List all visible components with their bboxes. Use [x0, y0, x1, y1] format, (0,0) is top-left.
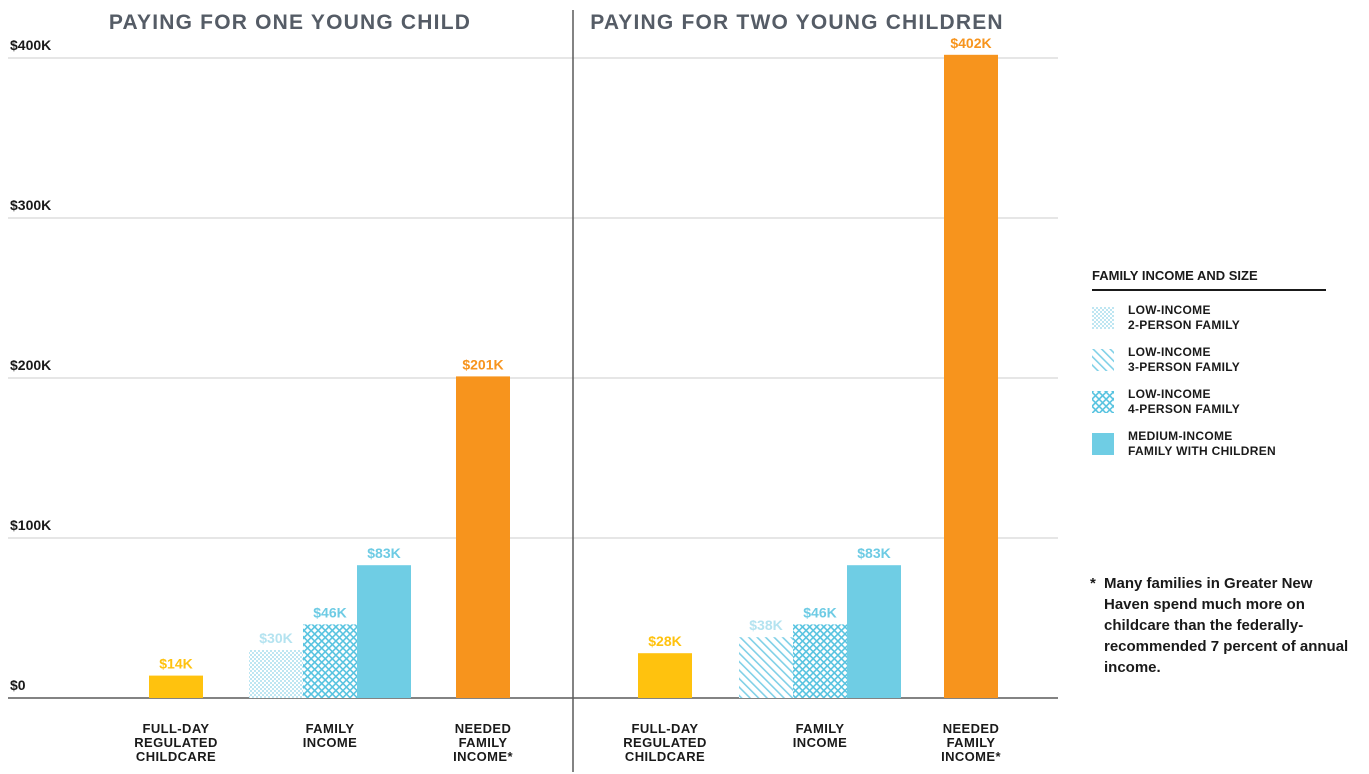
bar-value-label: $14K [159, 656, 192, 672]
category-label: CHILDCARE [136, 749, 216, 764]
legend-items: LOW-INCOME 2-PERSON FAMILY LOW-INCOME 3-P… [1092, 303, 1332, 459]
category-label: INCOME* [453, 749, 513, 764]
category-label: FULL-DAY [143, 721, 210, 736]
bar-childcare [638, 653, 692, 698]
bar-medium [847, 565, 901, 698]
bar-medium [357, 565, 411, 698]
bar-value-label: $46K [803, 604, 836, 620]
bar-value-label: $30K [259, 630, 292, 646]
category-label: REGULATED [134, 735, 218, 750]
chart-panels: PAYING FOR ONE YOUNG CHILD$14KFULL-DAYRE… [109, 11, 1004, 764]
category-label: FAMILY [947, 735, 996, 750]
bar-value-label: $38K [749, 617, 782, 633]
y-tick-label: $0 [10, 677, 26, 693]
category-label: INCOME [303, 735, 357, 750]
legend-item-low2: LOW-INCOME 2-PERSON FAMILY [1092, 303, 1332, 333]
legend-label: LOW-INCOME 4-PERSON FAMILY [1128, 387, 1241, 416]
bar-value-label: $83K [367, 545, 400, 561]
category-label: NEEDED [943, 721, 1000, 736]
footnote-text: Many families in Greater New Haven spend… [1104, 575, 1349, 676]
y-axis: $0 $100K $200K $300K $400K [10, 37, 51, 693]
panel-2: PAYING FOR TWO YOUNG CHILDREN $28K FULL-DA… [590, 11, 1004, 764]
category-label: FAMILY [459, 735, 508, 750]
legend-swatch [1092, 391, 1114, 413]
bar-value-label: $46K [313, 604, 346, 620]
legend-swatch [1092, 349, 1114, 371]
legend-label: LOW-INCOME 3-PERSON FAMILY [1128, 345, 1241, 374]
category-label: REGULATED [623, 735, 707, 750]
bar-value-label: $201K [462, 356, 503, 372]
y-tick-label: $100K [10, 517, 51, 533]
legend-label: LOW-INCOME 2-PERSON FAMILY [1128, 303, 1241, 332]
bar-needed [456, 376, 510, 698]
bar-value-label: $83K [857, 545, 890, 561]
footnote: * Many families in Greater New Haven spe… [1090, 573, 1358, 678]
bar-value-label: $28K [648, 633, 681, 649]
bar-low4 [793, 624, 847, 698]
y-tick-label: $400K [10, 37, 51, 53]
y-tick-label: $300K [10, 197, 51, 213]
bar-low4 [303, 624, 357, 698]
footnote-marker: * [1090, 575, 1096, 592]
category-label: NEEDED [455, 721, 512, 736]
legend-swatch [1092, 307, 1114, 329]
category-label: FULL-DAY [632, 721, 699, 736]
bar-childcare [149, 675, 203, 698]
legend: FAMILY INCOME AND SIZE LOW-INCOME 2-PERS… [1092, 268, 1332, 459]
bar-value-label: $402K [950, 35, 991, 51]
panel-1: PAYING FOR ONE YOUNG CHILD $14K FULL-DAYRE… [109, 11, 513, 764]
bar-needed [944, 54, 998, 699]
category-label: FAMILY [796, 721, 845, 736]
category-label: CHILDCARE [625, 749, 705, 764]
legend-title: FAMILY INCOME AND SIZE [1092, 268, 1326, 291]
category-label: INCOME [793, 735, 847, 750]
panel-title: PAYING FOR TWO YOUNG CHILDREN [590, 11, 1004, 34]
panel-title: PAYING FOR ONE YOUNG CHILD [109, 11, 471, 34]
legend-item-low3: LOW-INCOME 3-PERSON FAMILY [1092, 345, 1332, 375]
y-tick-label: $200K [10, 357, 51, 373]
bar-low2 [249, 650, 303, 698]
legend-swatch [1092, 433, 1114, 455]
category-label: INCOME* [941, 749, 1001, 764]
category-label: FAMILY [306, 721, 355, 736]
legend-item-medium: MEDIUM-INCOME FAMILY WITH CHILDREN [1092, 429, 1332, 459]
legend-label: MEDIUM-INCOME FAMILY WITH CHILDREN [1128, 429, 1277, 458]
legend-item-low4: LOW-INCOME 4-PERSON FAMILY [1092, 387, 1332, 417]
bar-low3 [739, 637, 793, 698]
